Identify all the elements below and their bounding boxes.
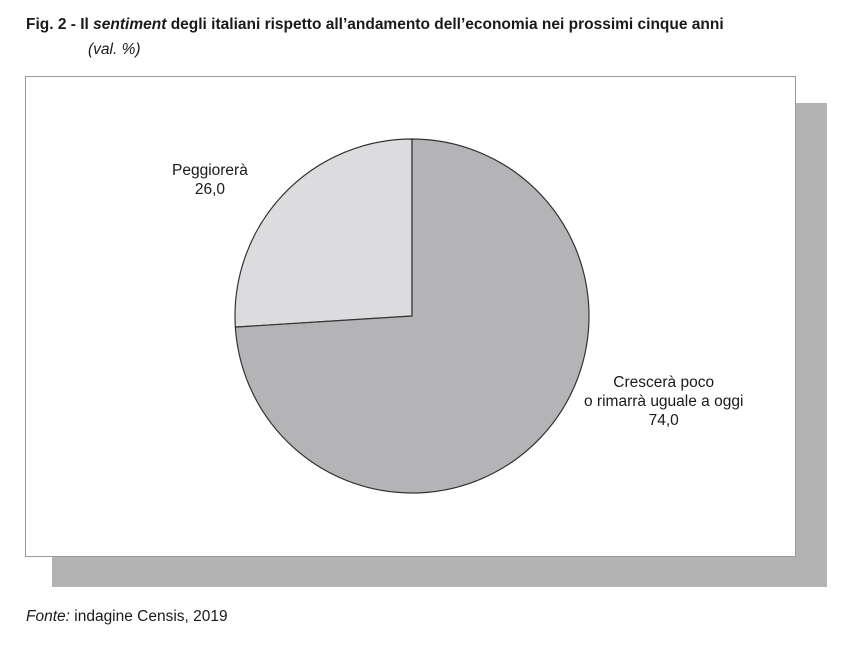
slice-label-crescera: Crescerà poco o rimarrà uguale a oggi 74… bbox=[584, 373, 743, 430]
pie-slice-peggiorera bbox=[234, 138, 413, 328]
chart-subtitle: (val. %) bbox=[88, 41, 141, 58]
slice-label-crescera-value: 74,0 bbox=[648, 412, 679, 429]
source-text: indagine Censis, 2019 bbox=[69, 608, 228, 625]
slice-label-crescera-name-line2: o rimarrà uguale a oggi bbox=[584, 393, 744, 410]
title-rest: degli italiani rispetto all’andamento de… bbox=[166, 16, 724, 33]
chart-title: Fig. 2 - Il sentiment degli italiani ris… bbox=[26, 16, 724, 34]
slice-label-peggiorera: Peggiorerà 26,0 bbox=[172, 161, 248, 199]
source-note: Fonte: indagine Censis, 2019 bbox=[26, 608, 228, 626]
title-emphasis: sentiment bbox=[93, 16, 167, 33]
slice-label-crescera-name-line1: Crescerà poco bbox=[613, 374, 715, 391]
slice-label-peggiorera-value: 26,0 bbox=[194, 181, 225, 198]
source-label: Fonte: bbox=[26, 608, 70, 625]
slice-label-peggiorera-name: Peggiorerà bbox=[172, 162, 248, 179]
title-prefix: Fig. 2 - Il bbox=[26, 16, 94, 33]
pie-slice-crescera bbox=[234, 138, 590, 494]
chart-panel: Peggiorerà 26,0 Crescerà poco o rimarrà … bbox=[25, 76, 796, 557]
pie-chart bbox=[234, 138, 590, 494]
